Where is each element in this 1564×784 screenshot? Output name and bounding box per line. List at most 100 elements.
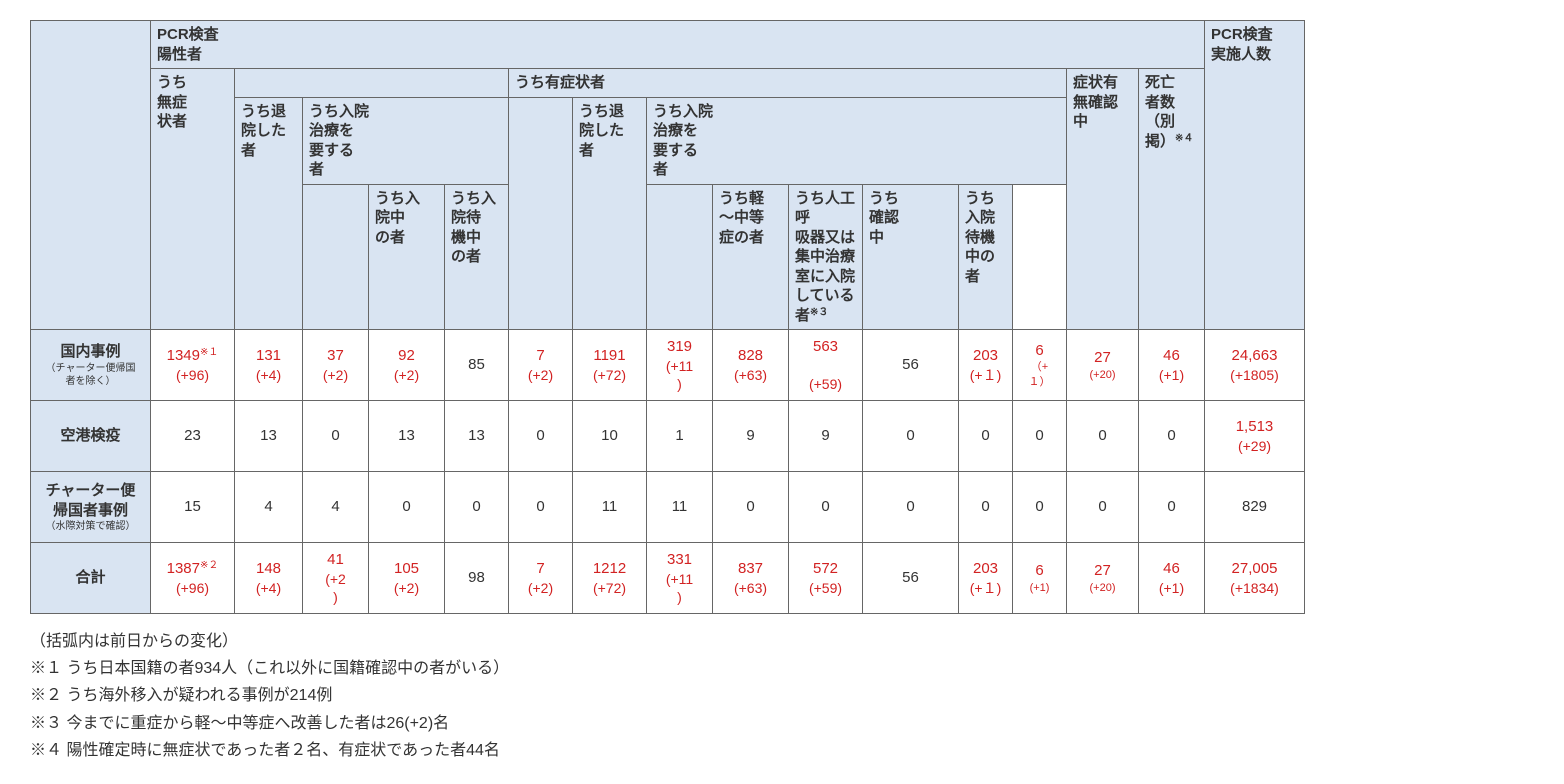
table-cell: 9: [789, 401, 863, 472]
table-row: 空港検疫231301313010199000001,513(+29): [31, 401, 1305, 472]
table-cell: 0: [863, 472, 959, 543]
table-cell: 7(+2): [509, 543, 573, 614]
header-asymp-discharged: うち退院した者: [235, 97, 303, 330]
table-cell: 4: [303, 472, 369, 543]
table-row: 合計1387※２(+96)148(+4)41(+2)105(+2)987(+2)…: [31, 543, 1305, 614]
table-cell: 1,513(+29): [1205, 401, 1305, 472]
table-cell: 0: [1139, 401, 1205, 472]
header-symp-waiting: うち入院待機中の者: [959, 184, 1013, 330]
table-cell: 0: [959, 401, 1013, 472]
row-label: 合計: [31, 543, 151, 614]
header-asymp-hosp-req-cont: [303, 184, 369, 330]
table-cell: 1: [647, 401, 713, 472]
table-cell: 0: [445, 472, 509, 543]
table-cell: 11: [573, 472, 647, 543]
table-cell: 10: [573, 401, 647, 472]
table-cell: 27(+20): [1067, 543, 1139, 614]
table-cell: 319(+11): [647, 330, 713, 401]
header-pcr-positive: PCR検査陽性者: [151, 21, 1205, 69]
footnote-change: （括弧内は前日からの変化）: [30, 628, 1534, 655]
table-cell: 131(+4): [235, 330, 303, 401]
table-cell: 13: [235, 401, 303, 472]
footnotes: （括弧内は前日からの変化） ※１ うち日本国籍の者934人（これ以外に国籍確認中…: [30, 628, 1534, 764]
table-cell: 0: [369, 472, 445, 543]
table-cell: 203(+１): [959, 543, 1013, 614]
header-symp-discharged: うち退院した者: [573, 97, 647, 330]
table-cell: 0: [1013, 401, 1067, 472]
header-symp-vent: うち人工呼吸器又は集中治療室に入院している者※３: [789, 184, 863, 330]
table-cell: 6（+１）: [1013, 330, 1067, 401]
header-symp-mild: うち軽～中等症の者: [713, 184, 789, 330]
header-symp-confirming: うち確認中: [863, 184, 959, 330]
table-cell: 6(+1): [1013, 543, 1067, 614]
table-cell: 98: [445, 543, 509, 614]
table-cell: 13: [369, 401, 445, 472]
table-cell: 1212(+72): [573, 543, 647, 614]
table-cell: 203(+１): [959, 330, 1013, 401]
table-cell: 92(+2): [369, 330, 445, 401]
table-cell: 46(+1): [1139, 543, 1205, 614]
footnote-3: ※３ 今までに重症から軽～中等症へ改善した者は26(+2)名: [30, 710, 1534, 737]
table-cell: 11: [647, 472, 713, 543]
header-symp-hosp-req: うち入院治療を要する者: [647, 97, 1067, 184]
table-cell: 0: [1067, 472, 1139, 543]
header-symp: うち有症状者: [509, 69, 1067, 98]
table-cell: 85: [445, 330, 509, 401]
table-cell: 56: [863, 543, 959, 614]
table-cell: 0: [1139, 472, 1205, 543]
table-cell: 56: [863, 330, 959, 401]
header-unconfirmed: 症状有無確認中: [1067, 69, 1139, 330]
table-cell: 4: [235, 472, 303, 543]
table-cell: 1349※１(+96): [151, 330, 235, 401]
table-cell: 148(+4): [235, 543, 303, 614]
table-cell: 0: [1067, 401, 1139, 472]
table-cell: 563(+59): [789, 330, 863, 401]
footnote-1: ※１ うち日本国籍の者934人（これ以外に国籍確認中の者がいる）: [30, 655, 1534, 682]
header-asymp: うち無症状者: [151, 69, 235, 330]
table-cell: 0: [509, 472, 573, 543]
header-asymp-in-hosp: うち入院中の者: [369, 184, 445, 330]
table-cell: 0: [863, 401, 959, 472]
table-cell: 46(+1): [1139, 330, 1205, 401]
table-cell: 7(+2): [509, 330, 573, 401]
table-cell: 15: [151, 472, 235, 543]
table-cell: 9: [713, 401, 789, 472]
header-symp-hosp-req-cont: [647, 184, 713, 330]
table-cell: 24,663(+1805): [1205, 330, 1305, 401]
header-asymp-waiting: うち入院待機中の者: [445, 184, 509, 330]
table-cell: 331(+11): [647, 543, 713, 614]
table-row: チャーター便帰国者事例（水際対策で確認）15440001111000000082…: [31, 472, 1305, 543]
table-cell: 0: [713, 472, 789, 543]
row-label: チャーター便帰国者事例（水際対策で確認）: [31, 472, 151, 543]
table-cell: 0: [303, 401, 369, 472]
table-cell: 1191(+72): [573, 330, 647, 401]
table-header: PCR検査陽性者 PCR検査実施人数 うち無症状者 うち有症状者 症状有無確認中…: [31, 21, 1305, 330]
table-cell: 13: [445, 401, 509, 472]
table-cell: 41(+2): [303, 543, 369, 614]
table-cell: 105(+2): [369, 543, 445, 614]
footnote-4: ※４ 陽性確定時に無症状であった者２名、有症状であった者44名: [30, 737, 1534, 764]
table-cell: 829: [1205, 472, 1305, 543]
covid-status-table: PCR検査陽性者 PCR検査実施人数 うち無症状者 うち有症状者 症状有無確認中…: [30, 20, 1305, 614]
table-cell: 27,005(+1834): [1205, 543, 1305, 614]
header-asymp-group: [235, 69, 509, 98]
table-cell: 23: [151, 401, 235, 472]
table-cell: 0: [509, 401, 573, 472]
table-cell: 828(+63): [713, 330, 789, 401]
row-label: 空港検疫: [31, 401, 151, 472]
header-symp-blank: [509, 97, 573, 330]
table-cell: 837(+63): [713, 543, 789, 614]
table-row: 国内事例（チャーター便帰国者を除く）1349※１(+96)131(+4)37(+…: [31, 330, 1305, 401]
row-label: 国内事例（チャーター便帰国者を除く）: [31, 330, 151, 401]
table-cell: 37(+2): [303, 330, 369, 401]
header-pcr-tested: PCR検査実施人数: [1205, 21, 1305, 330]
table-cell: 0: [789, 472, 863, 543]
header-blank: [31, 21, 151, 330]
table-cell: 572(+59): [789, 543, 863, 614]
table-cell: 27(+20): [1067, 330, 1139, 401]
table-cell: 0: [959, 472, 1013, 543]
footnote-2: ※２ うち海外移入が疑われる事例が214例: [30, 682, 1534, 709]
header-deaths: 死亡者数（別掲）※４: [1139, 69, 1205, 330]
table-cell: 1387※２(+96): [151, 543, 235, 614]
header-asymp-hosp-req: うち入院治療を要する者: [303, 97, 509, 184]
